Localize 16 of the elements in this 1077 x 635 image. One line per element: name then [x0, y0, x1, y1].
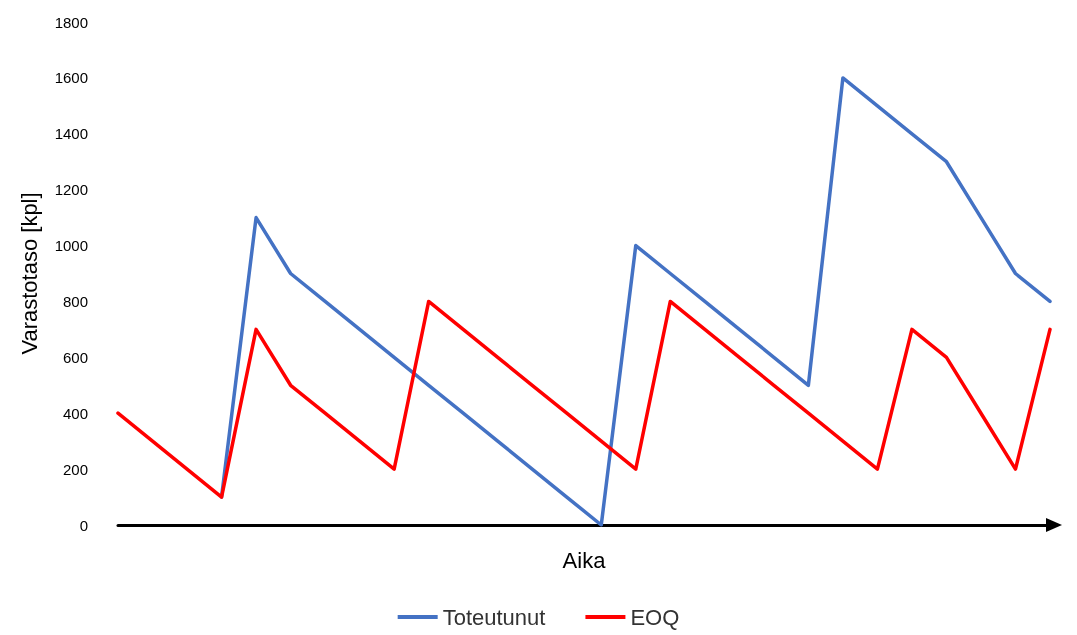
- y-tick-label: 1200: [54, 181, 88, 199]
- y-tick-label: 800: [62, 292, 88, 310]
- line-series: [116, 299, 1052, 499]
- legend-label: EOQ: [630, 604, 680, 630]
- y-tick-label: 0: [79, 516, 88, 534]
- y-tick-label: 1400: [54, 125, 88, 143]
- y-tick-label: 1000: [54, 237, 88, 255]
- y-tick-label: 1600: [54, 69, 88, 87]
- legend-label: Toteutunut: [442, 604, 546, 630]
- y-tick-label: 400: [62, 404, 88, 422]
- y-tick-label: 600: [62, 348, 88, 366]
- line-series: [219, 76, 1052, 527]
- y-tick-label: 200: [62, 460, 88, 478]
- y-axis-title: Varastotaso [kpl]: [16, 192, 42, 355]
- x-axis-title: Aika: [562, 547, 607, 573]
- y-tick-label: 1800: [54, 13, 88, 31]
